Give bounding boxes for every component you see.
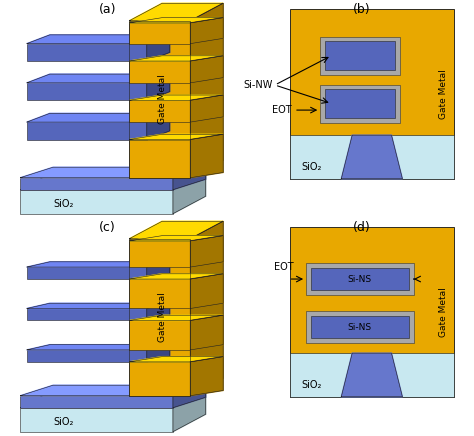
Bar — [27, 44, 147, 61]
Polygon shape — [129, 221, 223, 238]
Polygon shape — [191, 235, 223, 267]
Bar — [320, 37, 400, 75]
Polygon shape — [27, 303, 170, 309]
Polygon shape — [20, 390, 206, 408]
Text: Gate Metal: Gate Metal — [157, 74, 166, 124]
Bar — [325, 89, 395, 118]
Text: EOT: EOT — [274, 262, 294, 272]
Bar — [129, 320, 191, 350]
Bar — [20, 408, 173, 432]
Polygon shape — [341, 353, 402, 397]
Bar — [20, 396, 173, 408]
Text: EOT: EOT — [272, 105, 292, 115]
Text: SiO₂: SiO₂ — [301, 380, 321, 390]
Bar — [129, 20, 191, 178]
Bar — [290, 227, 454, 397]
Text: Si-NS: Si-NS — [348, 323, 372, 331]
Bar — [129, 238, 191, 396]
Polygon shape — [173, 390, 206, 432]
Bar — [129, 61, 191, 83]
Polygon shape — [191, 274, 223, 309]
Polygon shape — [173, 167, 206, 190]
Polygon shape — [173, 172, 206, 214]
Bar — [20, 178, 173, 190]
Text: (a): (a) — [99, 3, 116, 16]
Polygon shape — [129, 3, 223, 20]
Bar — [306, 311, 414, 343]
Polygon shape — [20, 172, 206, 190]
Polygon shape — [191, 315, 223, 350]
Bar — [129, 20, 191, 178]
Bar — [129, 241, 191, 267]
Polygon shape — [147, 35, 170, 61]
Polygon shape — [147, 113, 170, 140]
Bar — [27, 122, 147, 140]
Polygon shape — [341, 135, 402, 179]
Polygon shape — [129, 56, 223, 61]
Text: SiO₂: SiO₂ — [54, 199, 74, 209]
Bar — [290, 9, 454, 179]
Polygon shape — [129, 17, 223, 23]
Bar — [290, 353, 454, 397]
Polygon shape — [129, 315, 223, 320]
Bar — [311, 268, 409, 290]
Text: Gate Metal: Gate Metal — [157, 292, 166, 342]
Bar — [129, 23, 191, 44]
Polygon shape — [129, 95, 223, 100]
Polygon shape — [27, 35, 170, 44]
Polygon shape — [129, 134, 223, 140]
Bar — [20, 190, 173, 214]
Polygon shape — [147, 303, 170, 320]
Bar — [129, 238, 191, 396]
Text: (d): (d) — [353, 221, 371, 234]
Polygon shape — [27, 113, 170, 122]
Bar — [325, 41, 395, 70]
Bar — [306, 263, 414, 295]
Bar — [129, 140, 191, 178]
Text: Si-NS: Si-NS — [348, 275, 372, 283]
Bar — [290, 135, 454, 179]
Polygon shape — [129, 357, 223, 362]
Text: Gate Metal: Gate Metal — [439, 287, 448, 337]
Polygon shape — [191, 357, 223, 396]
Polygon shape — [191, 95, 223, 122]
Polygon shape — [27, 74, 170, 83]
Bar — [311, 316, 409, 338]
Polygon shape — [173, 385, 206, 408]
Polygon shape — [147, 344, 170, 362]
Text: (c): (c) — [99, 221, 116, 234]
Bar — [27, 83, 147, 100]
Bar — [129, 279, 191, 309]
Polygon shape — [191, 17, 223, 44]
Polygon shape — [191, 3, 223, 178]
Text: Si-NW: Si-NW — [243, 80, 273, 90]
Polygon shape — [129, 274, 223, 279]
Bar — [320, 85, 400, 123]
Polygon shape — [191, 56, 223, 83]
Bar — [129, 100, 191, 122]
Bar — [27, 309, 147, 320]
Text: SiO₂: SiO₂ — [301, 162, 321, 172]
Polygon shape — [191, 221, 223, 396]
Polygon shape — [191, 134, 223, 178]
Polygon shape — [27, 344, 170, 350]
Polygon shape — [147, 74, 170, 100]
Bar — [129, 362, 191, 396]
Text: Gate Metal: Gate Metal — [439, 69, 448, 119]
Bar — [27, 267, 147, 279]
Bar — [27, 350, 147, 362]
Text: SiO₂: SiO₂ — [54, 417, 74, 427]
Polygon shape — [20, 167, 206, 178]
Polygon shape — [147, 262, 170, 279]
Polygon shape — [20, 385, 206, 396]
Polygon shape — [129, 235, 223, 241]
Polygon shape — [27, 262, 170, 267]
Text: (b): (b) — [353, 3, 371, 16]
